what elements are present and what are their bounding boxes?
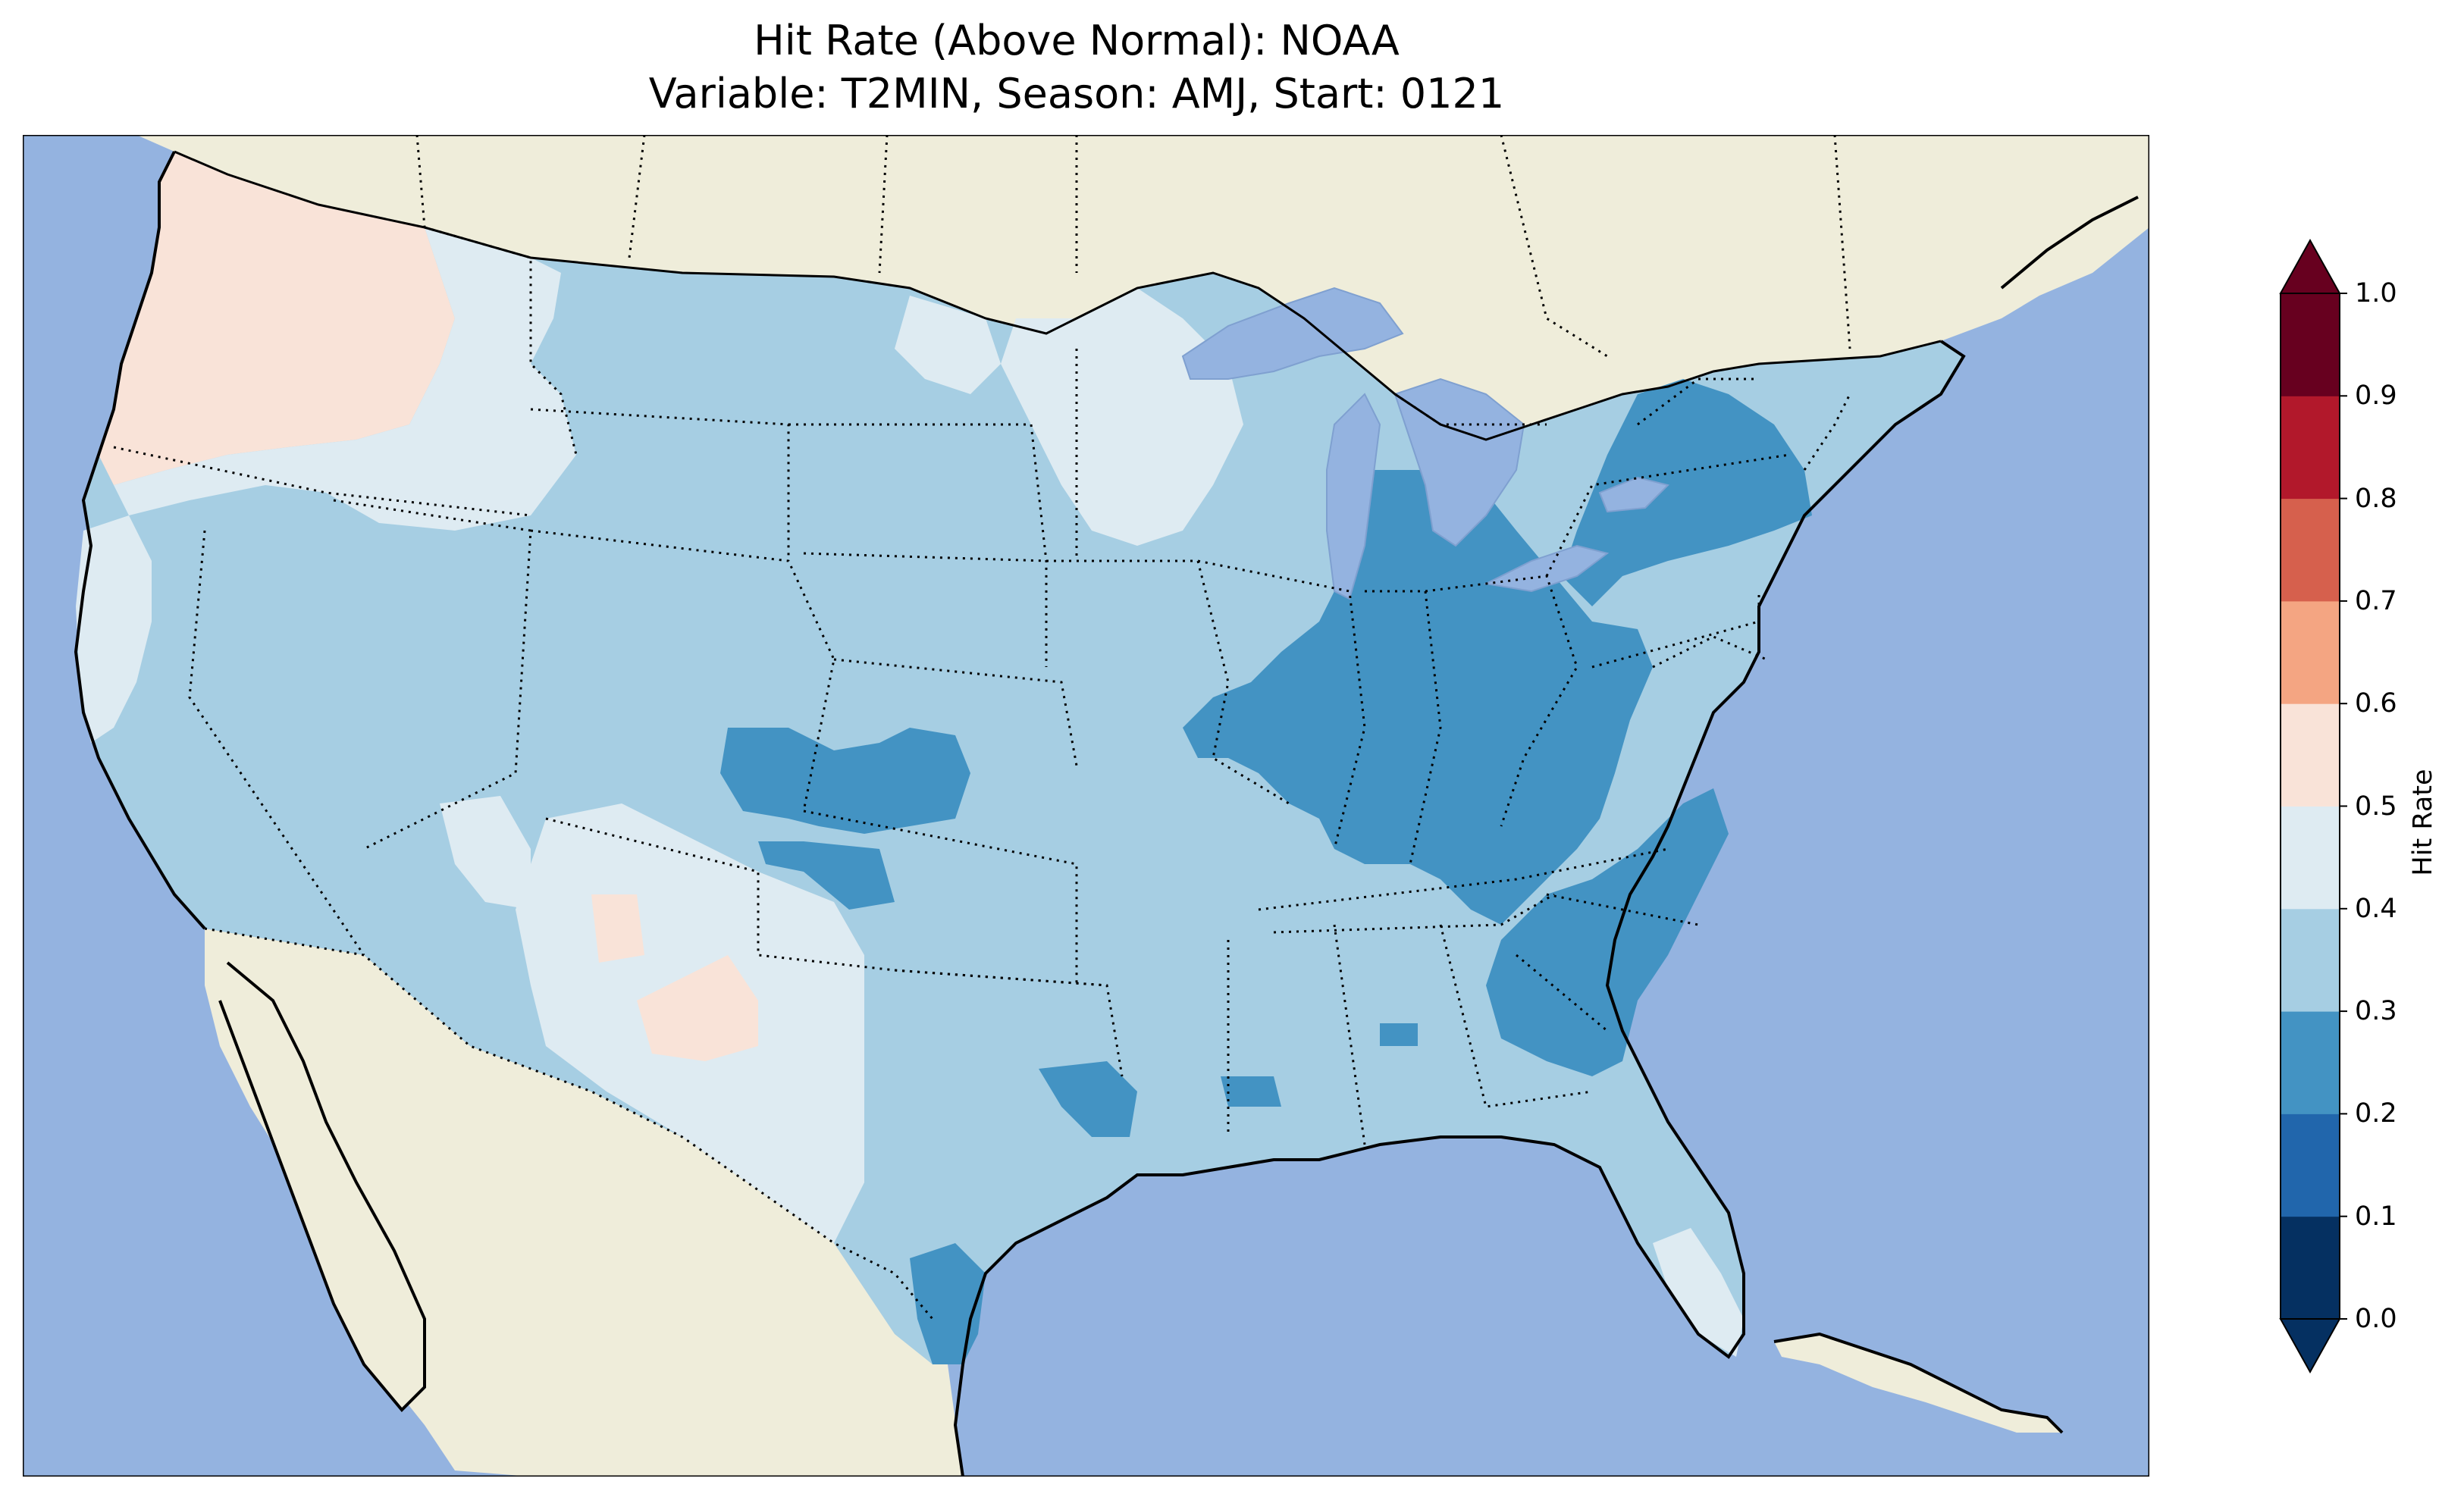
region-nm-pink: [591, 894, 644, 963]
colorbar-bin: [2281, 1113, 2340, 1217]
colorbar-tick-label: 0.0: [2355, 1304, 2397, 1334]
region-ok-panhandle-dark: [758, 841, 895, 910]
colorbar-tick-label: 0.4: [2355, 893, 2397, 924]
coastlines: [74, 151, 2139, 1477]
region-louisiana-dark: [1221, 1076, 1281, 1107]
region-upper-midwest: [1001, 288, 1243, 546]
colorbar-tick-label: 0.9: [2355, 381, 2397, 412]
region-pacific-northwest: [99, 152, 455, 485]
region-florida-light: [1653, 1228, 1744, 1357]
colorbar-bin: [2281, 498, 2340, 602]
colorbar-extend-min: [2279, 1318, 2341, 1374]
colorbar-bin: [2281, 703, 2340, 807]
colorbar-bin: [2281, 806, 2340, 910]
colorbar: [2279, 238, 2347, 1374]
region-alabama-dark: [1380, 1023, 1418, 1046]
colorbar-tick-label: 0.1: [2355, 1201, 2397, 1232]
colorbar-bin: [2281, 600, 2340, 704]
us-mexico-border: [204, 927, 934, 1320]
map-panel: [23, 135, 2149, 1477]
us-canada-border: [174, 150, 1942, 441]
colorbar-tick-label: 0.6: [2355, 688, 2397, 719]
region-maine-light: [1850, 341, 1964, 424]
colorbar-tick-label: 0.7: [2355, 585, 2397, 616]
colorbar-tick-label: 0.5: [2355, 791, 2397, 822]
lake-huron: [1393, 377, 1525, 547]
colorbar-tick-label: 0.3: [2355, 996, 2397, 1027]
region-colorado-kansas-dark: [720, 728, 970, 834]
colorbar-bin: [2281, 293, 2340, 396]
region-west-coast-light: [76, 515, 152, 743]
chart-title-line-1: Hit Rate (Above Normal): NOAA: [754, 17, 1400, 64]
region-dakotas-light: [895, 296, 1001, 394]
cuba-land: [1774, 1334, 2062, 1433]
canada-land: [136, 135, 2149, 440]
colorbar-tick-label: 0.8: [2355, 483, 2397, 514]
canada-borders: [415, 135, 1851, 358]
colorbar-bin: [2281, 908, 2340, 1012]
region-great-basin-light: [440, 796, 531, 910]
colorbar-bin: [2281, 396, 2340, 500]
region-tx-pink: [637, 955, 758, 1061]
colorbar-tick-label: 0.2: [2355, 1098, 2397, 1129]
colorbar-bin: [2281, 1216, 2340, 1320]
region-northern-rockies: [114, 227, 576, 531]
lake-ontario: [1598, 476, 1669, 513]
chart-title-line-2: Variable: T2MIN, Season: AMJ, Start: 012…: [648, 70, 1505, 117]
lake-michigan: [1326, 393, 1381, 600]
colorbar-extend-max: [2279, 238, 2341, 294]
colorbar-tick-label: 1.0: [2355, 278, 2397, 309]
region-southeast-dark: [1486, 788, 1729, 1076]
maritimes-land: [1941, 135, 2149, 288]
colorbar-bin: [2281, 1011, 2340, 1114]
lake-superior: [1181, 287, 1404, 380]
baja-peninsula: [220, 963, 425, 1410]
region-northeast-dark: [1562, 379, 1812, 606]
region-east-texas-dark: [1039, 1061, 1137, 1137]
colorbar-title: Hit Rate: [2408, 769, 2438, 876]
